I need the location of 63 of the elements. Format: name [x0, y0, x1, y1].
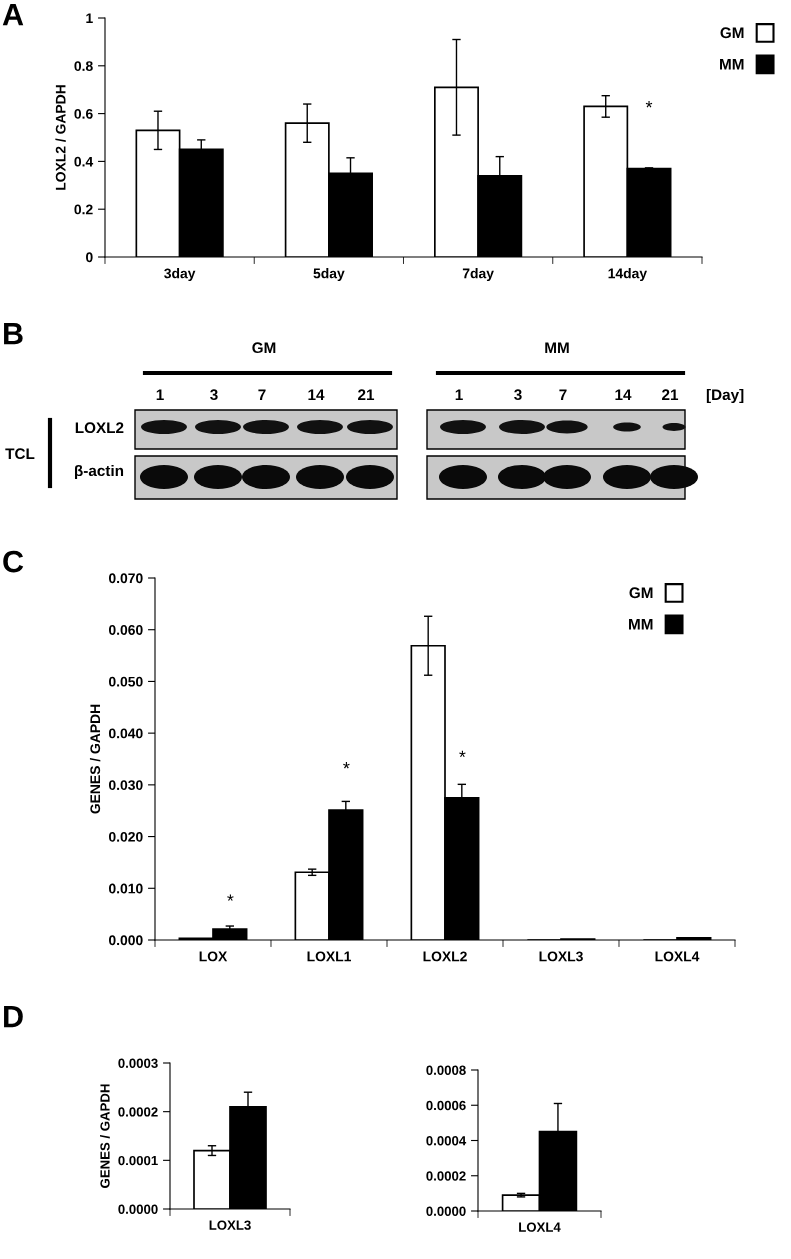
- text: 7: [559, 389, 567, 400]
- y-tick-label: 0.0002: [118, 1107, 158, 1117]
- y-tick-label: 0: [86, 252, 93, 263]
- x-tick-label: 7day: [462, 268, 494, 282]
- y-tick-label: 0.2: [74, 204, 93, 215]
- y-tick-label: 0.060: [108, 625, 143, 635]
- text: β-actin: [74, 464, 124, 480]
- y-axis-title: GENES / GAPDH: [99, 1084, 110, 1188]
- y-tick-label: 0.0001: [118, 1155, 158, 1166]
- text: 14: [308, 389, 325, 400]
- x-tick-label: LOXL2: [423, 951, 467, 962]
- text: 21: [358, 389, 375, 400]
- y-tick-label: 0.4: [74, 156, 94, 167]
- y-tick-label: 0.050: [108, 676, 143, 687]
- chart-title: D: [4, 1006, 23, 1028]
- text: 7: [258, 389, 266, 400]
- y-tick-label: 0.070: [108, 573, 143, 584]
- y-tick-label: 0.0002: [426, 1171, 466, 1181]
- x-tick-label: LOXL3: [209, 1220, 251, 1230]
- y-tick-label: 0.8: [74, 61, 93, 71]
- y-axis-title: GENES / GAPDH: [89, 704, 101, 814]
- text: TCL: [5, 448, 35, 460]
- text: LOXL2: [75, 422, 124, 434]
- chart-title: C: [3, 550, 24, 573]
- text: 21: [662, 389, 679, 400]
- x-tick-label: 3day: [164, 268, 196, 282]
- chart-title: A: [2, 4, 24, 26]
- y-tick-label: 1: [86, 13, 93, 24]
- x-tick-label: LOXL1: [307, 951, 351, 962]
- text: [Day]: [706, 388, 744, 404]
- text: GM: [252, 342, 276, 354]
- annotation: *: [645, 101, 653, 108]
- text: 3: [210, 389, 218, 401]
- text: MM: [545, 342, 569, 353]
- y-tick-label: 0.030: [108, 780, 143, 791]
- y-tick-label: 0.0006: [426, 1100, 466, 1111]
- x-tick-label: LOXL4: [519, 1222, 561, 1232]
- x-tick-label: LOXL4: [655, 951, 700, 962]
- annotation: *: [227, 894, 234, 901]
- x-tick-label: LOX: [199, 951, 228, 962]
- legend-label: GM: [629, 587, 653, 599]
- y-tick-label: 0.0000: [426, 1206, 466, 1216]
- y-tick-label: 0.0000: [118, 1204, 158, 1214]
- text: B: [4, 323, 23, 345]
- y-tick-label: 0.0004: [426, 1136, 467, 1146]
- text: 14: [615, 389, 632, 400]
- y-tick-label: 0.000: [108, 935, 143, 946]
- x-tick-label: 5day: [313, 268, 345, 282]
- annotation: *: [459, 750, 466, 758]
- y-tick-label: 0.020: [108, 831, 143, 842]
- legend-label: GM: [720, 27, 744, 39]
- legend-label: MM: [720, 58, 744, 70]
- y-tick-label: 0.0003: [118, 1058, 158, 1068]
- x-tick-label: LOXL3: [539, 951, 583, 962]
- y-axis-title: LOXL2 / GAPDH: [55, 85, 66, 190]
- y-tick-label: 0.040: [108, 728, 143, 739]
- text: 3: [514, 389, 522, 401]
- legend-label: MM: [629, 618, 653, 630]
- y-tick-label: 0.6: [74, 108, 93, 119]
- y-tick-label: 0.0008: [426, 1065, 466, 1075]
- y-tick-label: 0.010: [108, 883, 143, 894]
- annotation: *: [343, 762, 350, 769]
- x-tick-label: 14day: [608, 268, 647, 282]
